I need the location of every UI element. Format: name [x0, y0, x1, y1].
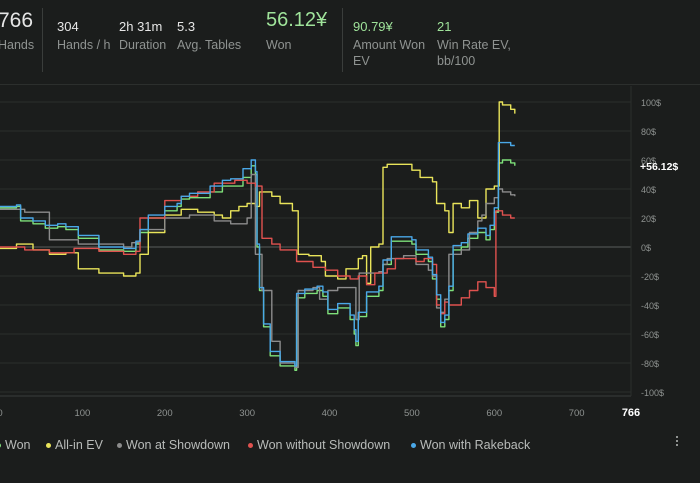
stat-hands-per-hour-value: 304	[57, 19, 79, 34]
stat-amount-won-ev-label-1: Amount Won	[353, 38, 426, 52]
stat-win-rate-ev-label-1: Win Rate EV,	[437, 38, 511, 52]
header-separator	[0, 84, 700, 85]
series-line-all-in-ev	[0, 101, 516, 284]
stat-hands-label: Hands	[0, 38, 35, 52]
legend-label-won-at-showdown: Won at Showdown	[126, 438, 230, 452]
legend-item-won[interactable]: Won	[0, 438, 30, 452]
stats-bar: 766 Hands 304 Hands / h 2h 31m Duration …	[0, 0, 700, 80]
y-tick-label: 20$	[641, 214, 656, 224]
stats-divider	[42, 8, 43, 72]
y-tick-label: 100$	[641, 98, 661, 108]
y-tick-label: 80$	[641, 127, 656, 137]
x-tick-label: 300	[239, 408, 255, 419]
legend-dot-all-in-ev	[46, 443, 51, 449]
legend-item-all-in-ev[interactable]: All-in EV	[46, 438, 103, 452]
legend-dot-won-with-rakeback	[411, 443, 416, 449]
x-tick-label: 200	[157, 408, 173, 419]
more-options-icon[interactable]	[674, 434, 680, 450]
series-line-won-at-showdown	[0, 173, 516, 369]
y-tick-label: 40$	[641, 185, 656, 195]
y-tick-label: -100$	[641, 388, 664, 398]
stat-hands-per-hour-label: Hands / h	[57, 38, 111, 52]
x-tick-label: 700	[569, 408, 585, 419]
stat-hands-value: 766	[0, 9, 34, 32]
legend-label-won-with-rakeback: Won with Rakeback	[420, 438, 531, 452]
stat-avg-tables-value: 5.3	[177, 19, 196, 34]
stat-amount-won-ev-value: 90.79¥	[353, 19, 393, 34]
y-tick-label: -40$	[641, 301, 659, 311]
stat-duration-value: 2h 31m	[119, 19, 163, 34]
legend-dot-won	[0, 443, 1, 449]
y-tick-label: -20$	[641, 272, 659, 282]
legend-item-won-with-rakeback[interactable]: Won with Rakeback	[411, 438, 530, 452]
stat-won-label: Won	[266, 38, 292, 52]
y-tick-label: 0$	[641, 243, 651, 253]
y-tick-label: -80$	[641, 359, 659, 369]
x-tick-label-current: 766	[622, 407, 640, 419]
stat-win-rate-ev-value: 21	[437, 19, 452, 34]
legend-dot-won-at-showdown	[117, 443, 122, 449]
y-tick-label: -60$	[641, 330, 659, 340]
series-line-won-with-rakeback	[0, 141, 515, 367]
x-tick-label: 400	[322, 408, 338, 419]
x-tick-label: 600	[486, 408, 502, 419]
stats-divider	[342, 8, 343, 72]
legend-label-won: Won	[5, 438, 31, 452]
legend-label-won-without-showdown: Won without Showdown	[257, 438, 391, 452]
stat-won-value: 56.12¥	[266, 9, 328, 31]
stat-amount-won-ev-label-2: EV	[353, 54, 370, 68]
x-tick-label: 100	[74, 408, 90, 419]
legend-item-won-without-showdown[interactable]: Won without Showdown	[248, 438, 390, 452]
stat-avg-tables-label: Avg. Tables	[177, 38, 242, 52]
bankroll-line-chart: 100$ 80$ 60$ 40$ 20$ 0$ -20$ -40$ -60$ -80$ -100$ 0…	[0, 86, 678, 419]
series-line-won-without-showdown	[0, 179, 515, 315]
legend-label-all-in-ev: All-in EV	[55, 438, 103, 452]
legend-dot-won-without-showdown	[248, 443, 253, 449]
x-tick-label: 0	[0, 408, 3, 419]
won-end-label: +56.12$	[640, 161, 678, 173]
stat-duration-label: Duration	[119, 38, 167, 52]
stat-win-rate-ev-label-2: bb/100	[437, 54, 476, 68]
x-tick-label: 500	[404, 408, 420, 419]
legend-item-won-at-showdown[interactable]: Won at Showdown	[117, 438, 230, 452]
y-tick-label: 60$	[641, 156, 656, 166]
chart-legend: Won All-in EV Won at Showdown Won withou…	[0, 436, 700, 456]
